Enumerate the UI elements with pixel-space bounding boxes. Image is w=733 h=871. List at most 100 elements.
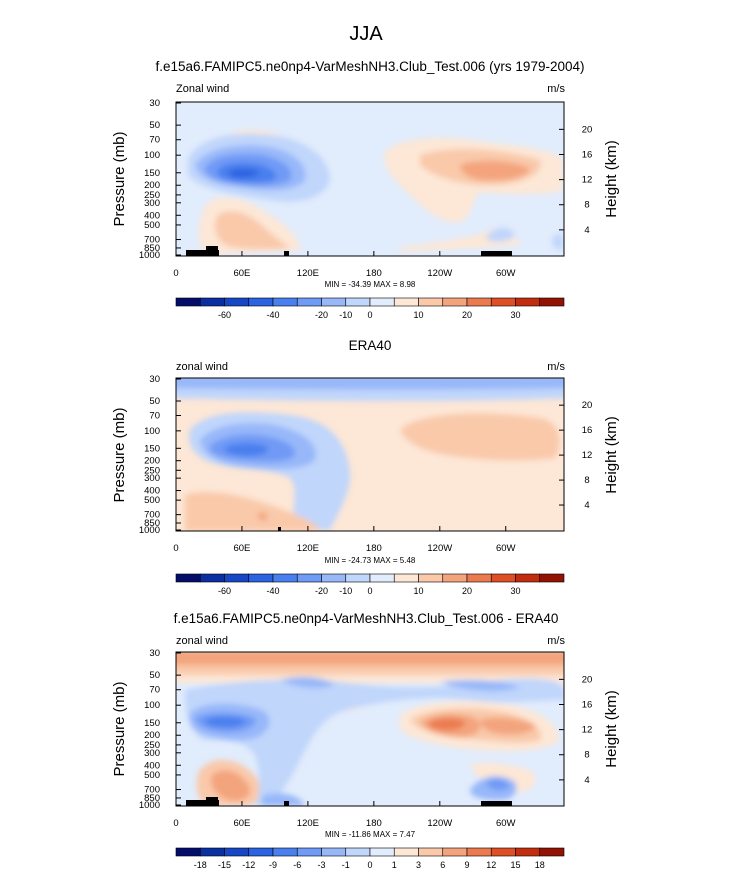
colorbar-box (369, 847, 395, 857)
colorbar-label: -10 (339, 310, 352, 320)
right-tick-label: 16 (582, 425, 593, 436)
right-tick-label: 4 (584, 500, 589, 511)
panel-3-right-axis-label: Height (km) (603, 690, 620, 768)
colorbar-label: -40 (266, 586, 279, 596)
right-tick-label: 20 (582, 400, 593, 411)
panel-2-y-axis-label: Pressure (mb) (111, 407, 128, 502)
y-tick-label: 70 (149, 410, 160, 421)
panel-2: ERA40 zonal wind m/s 3050701001502002503… (111, 338, 620, 596)
colorbar-label: 0 (367, 310, 372, 320)
colorbar-label: 18 (535, 860, 545, 870)
colorbar-box (393, 573, 419, 583)
colorbar-label: -12 (242, 860, 255, 870)
y-tick-label: 150 (144, 443, 160, 454)
colorbar-label: -6 (293, 860, 301, 870)
right-tick-label: 20 (582, 124, 593, 135)
colorbar-box (321, 847, 347, 857)
panel-3: f.e15a6.FAMIPC5.ne0np4-VarMeshNH3.Club_T… (111, 611, 620, 870)
y-tick-label: 300 (144, 748, 160, 759)
y-tick-label: 100 (144, 700, 160, 711)
panel-3-units-label: m/s (547, 635, 565, 647)
right-tick-label: 8 (584, 200, 589, 211)
y-tick-label: 50 (149, 396, 160, 407)
panel-3-variable-label: zonal wind (176, 635, 228, 647)
y-tick-label: 500 (144, 770, 160, 781)
colorbar-label: 20 (462, 310, 472, 320)
x-tick-label: 180 (366, 543, 382, 554)
colorbar-box (248, 847, 274, 857)
y-tick-label: 70 (149, 135, 160, 146)
panel-1-right-y-ticks: 20 16 12 8 4 (559, 124, 592, 236)
colorbar-box (466, 297, 492, 307)
x-tick-label: 120E (297, 268, 319, 279)
colorbar-box (393, 847, 419, 857)
colorbar-box (490, 297, 516, 307)
panel-3-y-axis-label: Pressure (mb) (111, 681, 128, 776)
panel-1-units-label: m/s (547, 83, 565, 95)
colorbar-label: 1 (392, 860, 397, 870)
y-tick-label: 100 (144, 426, 160, 437)
y-tick-label: 200 (144, 456, 160, 467)
colorbar-box (199, 847, 225, 857)
colorbar-box (466, 573, 492, 583)
panel-3-min-max: MIN = -11.86 MAX = 7.47 (325, 830, 416, 839)
y-tick-label: 700 (144, 235, 160, 246)
panel-3-contour-field (176, 652, 564, 806)
colorbar-box (272, 573, 298, 583)
colorbar-label: 30 (510, 586, 520, 596)
right-tick-label: 8 (584, 750, 589, 761)
x-tick-label: 60W (496, 268, 516, 279)
x-tick-label: 180 (366, 268, 382, 279)
y-tick-label: 500 (144, 495, 160, 506)
panel-2-variable-label: zonal wind (176, 361, 228, 373)
y-tick-label: 250 (144, 190, 160, 201)
colorbar-box (515, 847, 541, 857)
panel-1-title: f.e15a6.FAMIPC5.ne0np4-VarMeshNH3.Club_T… (156, 59, 585, 74)
colorbar-label: -1 (342, 860, 350, 870)
colorbar-box (224, 847, 250, 857)
y-tick-label: 400 (144, 210, 160, 221)
colorbar-box (515, 297, 541, 307)
colorbar-box (539, 573, 565, 583)
x-tick-label: 120E (297, 543, 319, 554)
right-tick-label: 12 (582, 725, 593, 736)
colorbar-box (442, 297, 468, 307)
x-tick-label: 120W (427, 268, 452, 279)
y-tick-label: 1000 (139, 250, 160, 261)
colorbar-label: -60 (218, 586, 231, 596)
colorbar-box (199, 573, 225, 583)
y-tick-label: 850 (144, 793, 160, 804)
panel-3-title: f.e15a6.FAMIPC5.ne0np4-VarMeshNH3.Club_T… (174, 611, 559, 626)
x-tick-label: 0 (173, 268, 178, 279)
x-tick-label: 120W (427, 543, 452, 554)
right-tick-label: 16 (582, 699, 593, 710)
colorbar-box (321, 573, 347, 583)
right-tick-label: 16 (582, 149, 593, 160)
colorbar-box (296, 297, 322, 307)
y-tick-label: 150 (144, 718, 160, 729)
colorbar-box (345, 297, 371, 307)
y-tick-label: 250 (144, 465, 160, 476)
colorbar-box (272, 847, 298, 857)
colorbar-box (515, 573, 541, 583)
colorbar-box (175, 573, 201, 583)
right-tick-label: 4 (584, 775, 589, 786)
right-tick-label: 12 (582, 450, 593, 461)
colorbar-box (345, 573, 371, 583)
x-tick-label: 0 (173, 543, 178, 554)
colorbar-box (418, 297, 444, 307)
colorbar-box (369, 297, 395, 307)
panel-1: f.e15a6.FAMIPC5.ne0np4-VarMeshNH3.Club_T… (111, 59, 620, 320)
colorbar-box (369, 573, 395, 583)
colorbar-box (490, 847, 516, 857)
panel-2-right-axis-label: Height (km) (603, 416, 620, 494)
colorbar-box (393, 297, 419, 307)
right-tick-label: 20 (582, 674, 593, 685)
colorbar-box (490, 573, 516, 583)
panel-3-colorbar: -18 -15 -12 -9 -6 -3 -1 0 1 3 6 9 12 15 18 (175, 847, 565, 870)
y-tick-label: 30 (149, 374, 160, 385)
